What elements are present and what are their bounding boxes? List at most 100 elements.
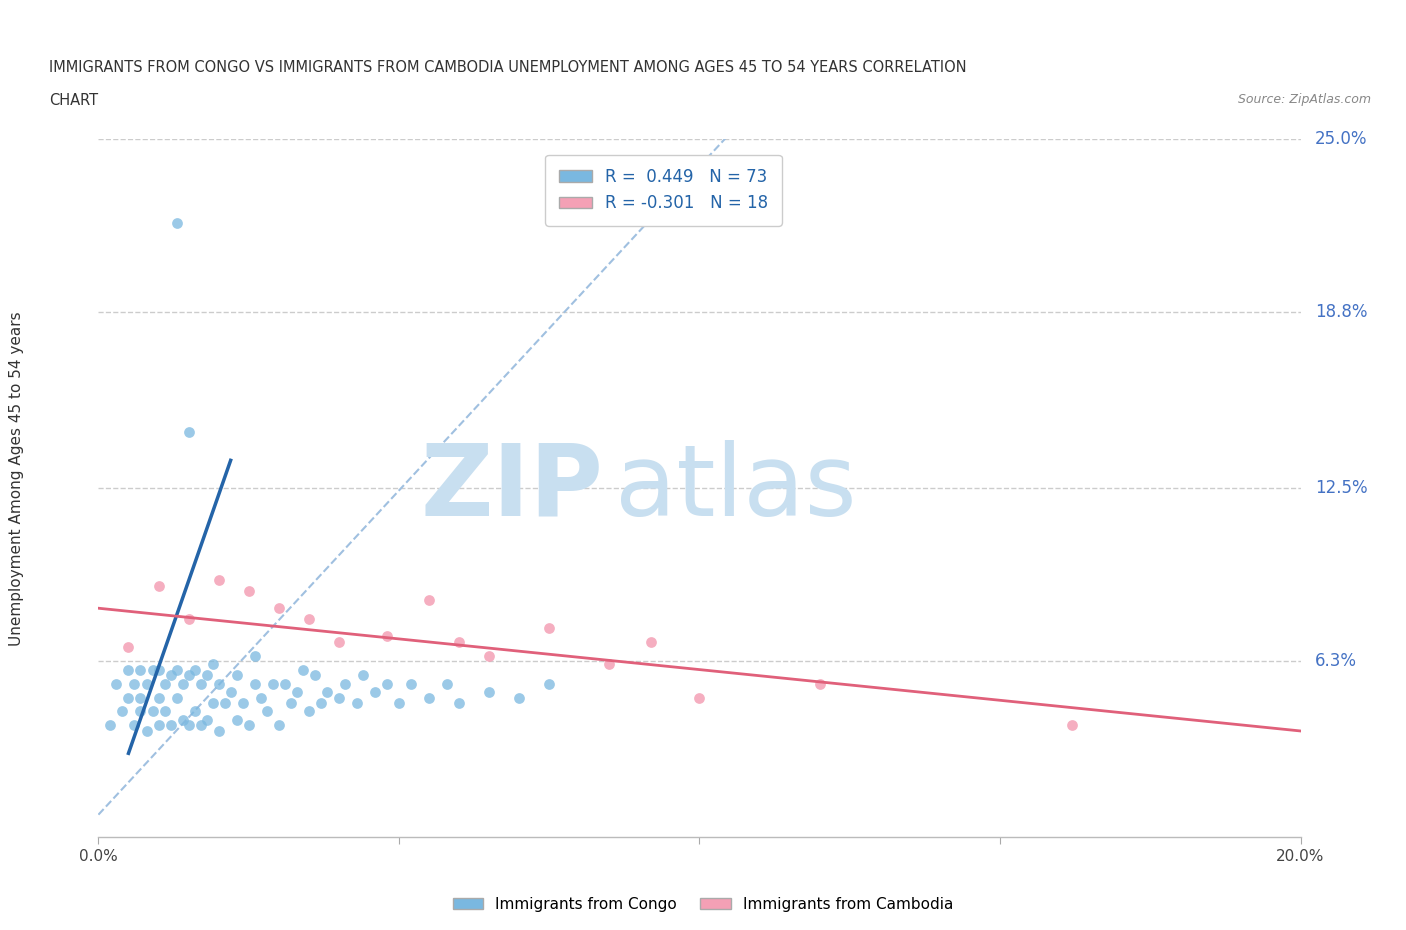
- Point: [375, 676, 398, 691]
- Point: [172, 712, 194, 727]
- Point: [214, 696, 236, 711]
- Point: [117, 640, 139, 655]
- Point: [418, 690, 440, 705]
- Point: [291, 662, 314, 677]
- Point: [243, 676, 266, 691]
- Point: [148, 662, 170, 677]
- Point: [135, 676, 157, 691]
- Point: [238, 718, 260, 733]
- Text: 6.3%: 6.3%: [1315, 652, 1357, 671]
- Point: [243, 648, 266, 663]
- Point: [153, 676, 176, 691]
- Point: [148, 690, 170, 705]
- Point: [166, 662, 188, 677]
- Point: [183, 704, 205, 719]
- Point: [208, 724, 231, 738]
- Point: [256, 704, 278, 719]
- Point: [124, 718, 146, 733]
- Point: [808, 676, 831, 691]
- Point: [538, 676, 561, 691]
- Point: [153, 704, 176, 719]
- Point: [538, 620, 561, 635]
- Point: [141, 662, 163, 677]
- Point: [285, 684, 308, 699]
- Point: [124, 676, 146, 691]
- Point: [375, 629, 398, 644]
- Point: [135, 724, 157, 738]
- Point: [315, 684, 337, 699]
- Text: Unemployment Among Ages 45 to 54 years: Unemployment Among Ages 45 to 54 years: [10, 312, 24, 646]
- Text: atlas: atlas: [616, 440, 858, 537]
- Point: [364, 684, 387, 699]
- Point: [208, 573, 231, 588]
- Point: [598, 657, 620, 671]
- Point: [328, 690, 350, 705]
- Text: 18.8%: 18.8%: [1315, 303, 1368, 322]
- Text: 12.5%: 12.5%: [1315, 479, 1368, 498]
- Point: [148, 578, 170, 593]
- Point: [219, 684, 242, 699]
- Point: [105, 676, 128, 691]
- Point: [177, 668, 200, 683]
- Point: [117, 690, 139, 705]
- Point: [388, 696, 411, 711]
- Point: [267, 601, 290, 616]
- Point: [190, 718, 212, 733]
- Point: [1062, 718, 1084, 733]
- Point: [208, 676, 231, 691]
- Point: [225, 668, 247, 683]
- Point: [309, 696, 332, 711]
- Point: [201, 696, 224, 711]
- Text: Source: ZipAtlas.com: Source: ZipAtlas.com: [1237, 93, 1371, 106]
- Text: ZIP: ZIP: [420, 440, 603, 537]
- Point: [304, 668, 326, 683]
- Point: [447, 696, 470, 711]
- Point: [177, 425, 200, 440]
- Point: [267, 718, 290, 733]
- Point: [478, 648, 501, 663]
- Point: [201, 657, 224, 671]
- Point: [262, 676, 284, 691]
- Legend: R =  0.449   N = 73, R = -0.301   N = 18: R = 0.449 N = 73, R = -0.301 N = 18: [546, 154, 782, 226]
- Point: [129, 662, 152, 677]
- Text: CHART: CHART: [49, 93, 98, 108]
- Point: [166, 690, 188, 705]
- Point: [195, 712, 218, 727]
- Point: [159, 718, 181, 733]
- Point: [117, 662, 139, 677]
- Point: [436, 676, 458, 691]
- Point: [447, 634, 470, 649]
- Point: [232, 696, 254, 711]
- Point: [166, 216, 188, 231]
- Point: [172, 676, 194, 691]
- Point: [478, 684, 501, 699]
- Point: [298, 612, 321, 627]
- Text: IMMIGRANTS FROM CONGO VS IMMIGRANTS FROM CAMBODIA UNEMPLOYMENT AMONG AGES 45 TO : IMMIGRANTS FROM CONGO VS IMMIGRANTS FROM…: [49, 60, 967, 75]
- Point: [418, 592, 440, 607]
- Point: [177, 612, 200, 627]
- Point: [190, 676, 212, 691]
- Point: [508, 690, 530, 705]
- Text: 25.0%: 25.0%: [1315, 130, 1368, 149]
- Point: [274, 676, 297, 691]
- Point: [195, 668, 218, 683]
- Point: [159, 668, 181, 683]
- Point: [298, 704, 321, 719]
- Point: [183, 662, 205, 677]
- Point: [225, 712, 247, 727]
- Point: [111, 704, 134, 719]
- Point: [346, 696, 368, 711]
- Point: [249, 690, 271, 705]
- Point: [280, 696, 302, 711]
- Point: [129, 690, 152, 705]
- Point: [688, 690, 710, 705]
- Point: [129, 704, 152, 719]
- Point: [148, 718, 170, 733]
- Point: [640, 634, 662, 649]
- Legend: Immigrants from Congo, Immigrants from Cambodia: Immigrants from Congo, Immigrants from C…: [447, 891, 959, 918]
- Point: [399, 676, 422, 691]
- Point: [100, 718, 122, 733]
- Point: [333, 676, 356, 691]
- Point: [328, 634, 350, 649]
- Point: [141, 704, 163, 719]
